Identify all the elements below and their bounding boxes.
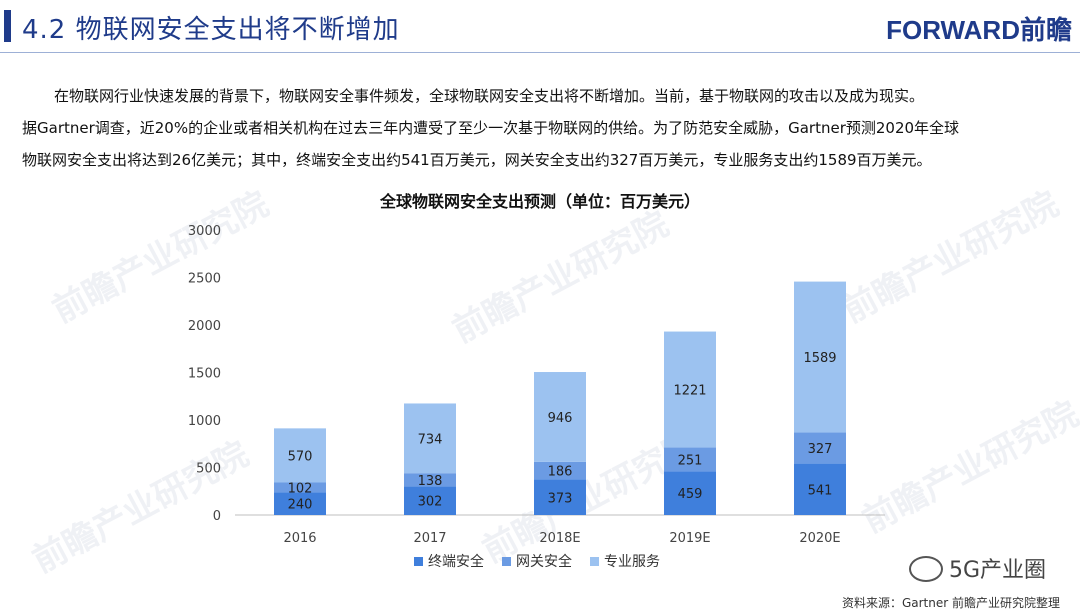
data-label: 1589 <box>803 351 836 366</box>
paragraph-line-2: 据Gartner调查，近20%的企业或者相关机构在过去三年内遭受了至少一次基于物… <box>22 119 960 137</box>
y-tick-label: 2000 <box>188 319 221 334</box>
data-label: 373 <box>548 491 573 506</box>
bar-segment <box>274 492 326 515</box>
header-divider <box>0 52 1080 53</box>
x-tick-label: 2018E <box>539 531 580 546</box>
source-note: 资料来源：Gartner 前瞻产业研究院整理 <box>841 596 1060 610</box>
bar-segment <box>534 461 586 480</box>
x-tick-label: 2019E <box>669 531 710 546</box>
bar-segment <box>274 428 326 483</box>
legend-swatch <box>414 557 423 566</box>
data-label: 946 <box>548 411 573 426</box>
data-label: 570 <box>288 449 313 464</box>
data-label: 138 <box>418 474 443 489</box>
data-label: 459 <box>678 487 703 502</box>
x-tick-label: 2016 <box>283 531 316 546</box>
y-tick-label: 1000 <box>188 414 221 429</box>
y-tick-label: 3000 <box>188 224 221 239</box>
bar-segment <box>534 372 586 462</box>
bar-segment <box>534 479 586 515</box>
brand-tag: 5G产业圈 <box>908 552 1046 584</box>
paragraph-line-3: 物联网安全支出将达到26亿美元；其中，终端安全支出约541百万美元，网关安全支出… <box>22 151 932 169</box>
chart-title: 全球物联网安全支出预测（单位：百万美元） <box>379 192 700 211</box>
x-tick-label: 2017 <box>413 531 446 546</box>
data-label: 734 <box>418 432 443 447</box>
data-label: 1221 <box>673 384 706 399</box>
intro-paragraph: 在物联网行业快速发展的背景下，物联网安全事件频发，全球物联网安全支出将不断增加。… <box>22 80 1062 176</box>
legend-label: 终端安全 <box>428 553 484 570</box>
bar-segment <box>404 486 456 515</box>
bar-segment <box>274 482 326 493</box>
data-label: 240 <box>288 498 313 513</box>
y-tick-label: 2500 <box>188 272 221 287</box>
paragraph-line-1: 在物联网行业快速发展的背景下，物联网安全事件频发，全球物联网安全支出将不断增加。… <box>54 87 925 105</box>
bar-segment <box>664 471 716 515</box>
legend-swatch <box>502 557 511 566</box>
bar-segment <box>664 447 716 472</box>
legend-label: 网关安全 <box>516 553 572 570</box>
brand-tag-text: 5G产业圈 <box>948 558 1046 583</box>
bar-segment <box>404 403 456 474</box>
legend-label: 专业服务 <box>604 554 660 570</box>
bar-segment <box>794 281 846 433</box>
forward-logo: FORWARD前瞻 <box>886 15 1072 45</box>
legend-swatch <box>590 557 599 566</box>
section-title: 4.2 物联网安全支出将不断增加 <box>22 15 400 45</box>
data-label: 302 <box>418 495 443 510</box>
page-header: 4.2 物联网安全支出将不断增加 FORWARD前瞻 <box>0 0 1080 52</box>
x-tick-label: 2020E <box>799 531 840 546</box>
data-label: 327 <box>808 442 833 457</box>
bar-segment <box>794 463 846 515</box>
bar-segment <box>664 331 716 448</box>
y-tick-label: 0 <box>213 509 221 524</box>
data-label: 541 <box>808 483 833 498</box>
header-accent-bar <box>4 10 11 42</box>
data-label: 251 <box>678 453 703 468</box>
y-tick-label: 500 <box>196 462 221 477</box>
y-tick-label: 1500 <box>188 367 221 382</box>
data-label: 102 <box>288 481 313 496</box>
bar-segment <box>404 473 456 487</box>
bar-segment <box>794 432 846 464</box>
data-label: 186 <box>548 465 573 480</box>
wechat-icon <box>908 556 943 582</box>
